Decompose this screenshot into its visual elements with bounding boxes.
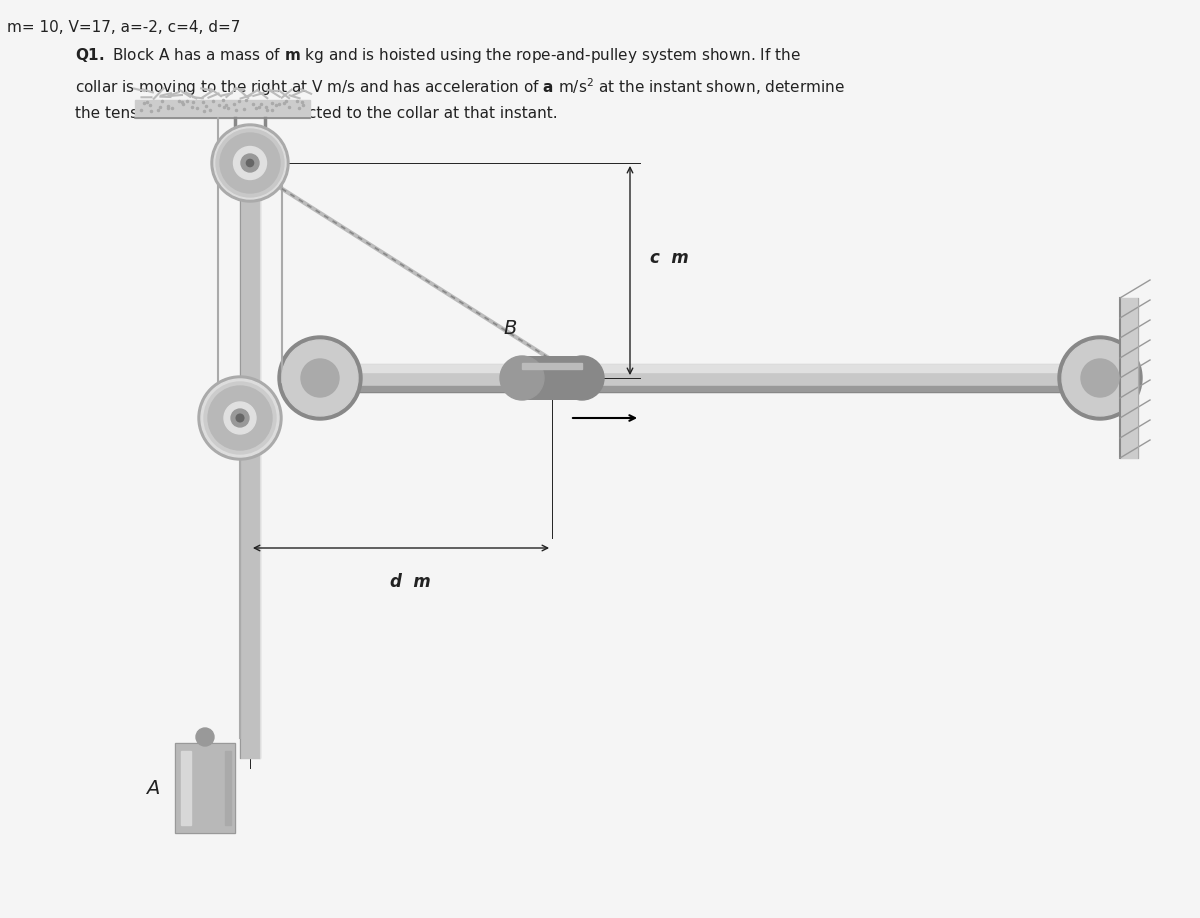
- Text: $\bf{Q1.}$ Block A has a mass of $\bf{m}$ kg and is hoisted using the rope-and-p: $\bf{Q1.}$ Block A has a mass of $\bf{m}…: [74, 46, 800, 65]
- Bar: [522, 356, 582, 400]
- Text: c  m: c m: [650, 249, 689, 267]
- Circle shape: [232, 409, 248, 427]
- Bar: [224, 751, 230, 825]
- Circle shape: [224, 402, 256, 434]
- Circle shape: [198, 376, 282, 460]
- Circle shape: [211, 124, 289, 202]
- Text: $\it{A}$: $\it{A}$: [145, 778, 160, 798]
- Bar: [175, 743, 235, 833]
- Text: $\it{B}$: $\it{B}$: [503, 319, 517, 338]
- Circle shape: [214, 127, 286, 199]
- Circle shape: [204, 382, 276, 454]
- Text: d  m: d m: [390, 573, 431, 591]
- Circle shape: [220, 133, 280, 193]
- Circle shape: [1081, 359, 1120, 397]
- Circle shape: [236, 414, 244, 422]
- Circle shape: [1058, 336, 1142, 420]
- Bar: [1120, 298, 1138, 458]
- Circle shape: [560, 356, 604, 400]
- Text: collar is moving to the right at V m/s and has acceleration of $\bf{a}$ m/s$^2$ : collar is moving to the right at V m/s a…: [74, 76, 845, 97]
- Bar: [240, 197, 260, 758]
- Circle shape: [241, 154, 259, 172]
- Text: m= 10, V=17, a=-2, c=4, d=7: m= 10, V=17, a=-2, c=4, d=7: [7, 20, 240, 35]
- Bar: [175, 743, 235, 833]
- Bar: [522, 363, 582, 369]
- Bar: [320, 364, 1100, 392]
- Circle shape: [278, 336, 362, 420]
- Circle shape: [500, 356, 544, 400]
- Circle shape: [196, 728, 214, 746]
- Circle shape: [208, 386, 272, 450]
- Circle shape: [234, 147, 266, 180]
- Circle shape: [246, 160, 253, 166]
- Bar: [320, 365, 1100, 373]
- Circle shape: [282, 340, 358, 416]
- Circle shape: [216, 129, 284, 197]
- Text: the tension in the cable connected to the collar at that instant.: the tension in the cable connected to th…: [74, 106, 558, 121]
- Circle shape: [1062, 340, 1138, 416]
- Bar: [320, 386, 1100, 392]
- Bar: [181, 751, 191, 825]
- Circle shape: [202, 379, 278, 457]
- Bar: [134, 100, 310, 118]
- Circle shape: [301, 359, 340, 397]
